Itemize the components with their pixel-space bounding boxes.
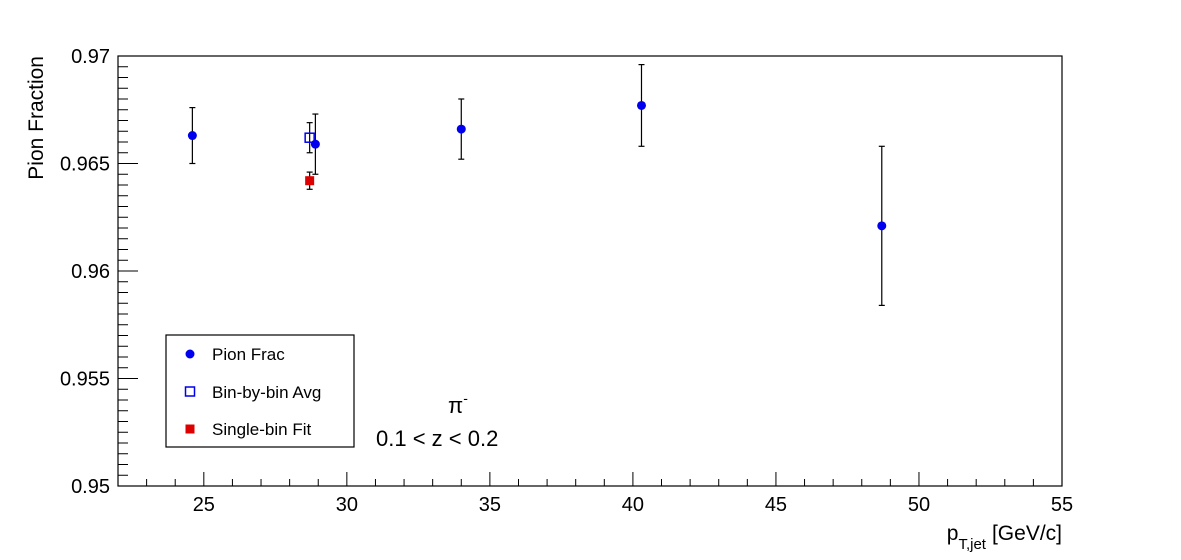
x-tick-label: 25: [193, 494, 215, 516]
legend-label-bin-by-bin-avg: Bin-by-bin Avg: [212, 383, 321, 402]
series-1: [304, 122, 315, 154]
y-tick-label: 0.955: [60, 369, 110, 391]
x-tick-label: 40: [622, 494, 644, 516]
x-tick-label: 35: [479, 494, 501, 516]
y-tick-label: 0.965: [60, 154, 110, 176]
z-range-label: 0.1 < z < 0.2: [376, 426, 498, 451]
data-point: [310, 139, 320, 149]
data-point: [304, 132, 315, 143]
particle-base: π: [448, 393, 463, 418]
x-axis-title-main: p: [947, 522, 959, 545]
data-point: [877, 221, 887, 231]
x-axis-title: pT,jet [GeV/c]: [947, 522, 1062, 553]
legend-label-single-bin-fit: Single-bin Fit: [212, 420, 311, 439]
x-tick-label: 30: [336, 494, 358, 516]
legend-label-pion-frac: Pion Frac: [212, 345, 285, 364]
legend-marker-pion-frac: [185, 349, 195, 359]
legend: Pion Frac Bin-by-bin Avg Single-bin Fit: [165, 334, 355, 448]
y-axis-ticks: [118, 55, 138, 487]
y-axis-title: Pion Fraction: [25, 56, 48, 180]
series-2: [305, 171, 315, 190]
x-axis-tick-labels: 25 30 35 40 45 50 55: [193, 494, 1073, 516]
x-axis-title-sub: T,jet: [958, 536, 986, 553]
x-tick-label: 55: [1051, 494, 1073, 516]
particle-sup: -: [463, 390, 468, 406]
data-points: [187, 63, 887, 306]
legend-box: [165, 334, 355, 448]
legend-marker-bin-by-bin-avg: [184, 386, 196, 397]
x-axis-ticks: [117, 472, 1063, 486]
y-tick-label: 0.95: [71, 476, 110, 498]
y-tick-label: 0.96: [71, 261, 110, 283]
series-0: [187, 63, 887, 306]
x-tick-label: 45: [765, 494, 787, 516]
x-tick-label: 50: [908, 494, 930, 516]
data-point: [187, 131, 197, 141]
data-point: [636, 100, 646, 110]
x-axis-title-unit: [GeV/c]: [992, 522, 1062, 545]
particle-label: π-: [448, 390, 468, 418]
legend-marker-single-bin-fit: [185, 424, 195, 434]
data-point: [456, 124, 466, 134]
y-axis-tick-labels: 0.95 0.955 0.96 0.965 0.97: [60, 46, 110, 498]
data-point: [305, 176, 315, 186]
y-tick-label: 0.97: [71, 46, 110, 68]
